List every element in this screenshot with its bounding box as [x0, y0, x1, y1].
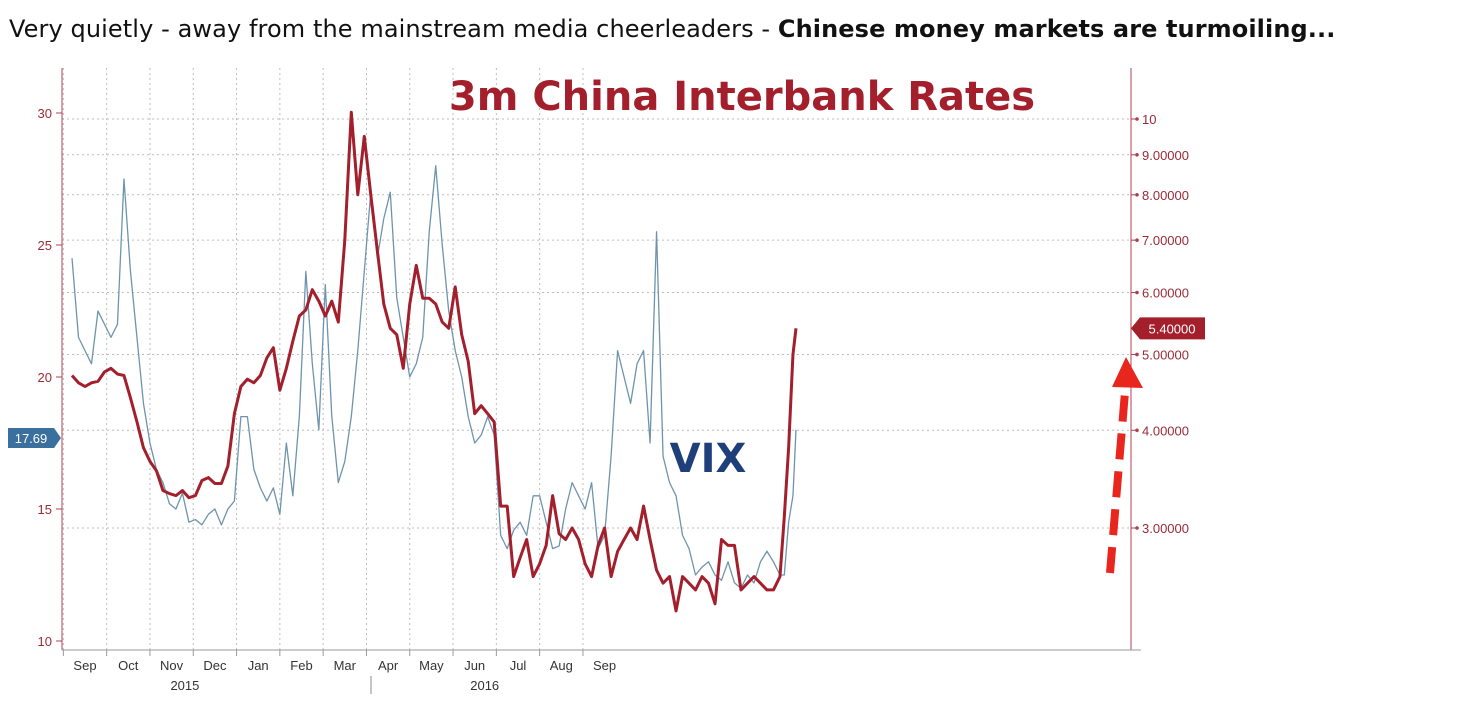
annotations: 3m China Interbank Rates VIX 17.69 5.40000 [8, 74, 1205, 574]
right-tick-label: 7.00000 [1142, 233, 1189, 248]
left-tick-label: 30 [38, 106, 52, 121]
x-tick-label: Jul [510, 658, 527, 673]
right-tick-dot [1135, 352, 1139, 357]
interbank-vix-chart: 10 15 20 25 30 10 9.00000 8.00000 7.00000 6.00000… [8, 68, 1205, 694]
right-tick-label: 3.00000 [1142, 521, 1189, 536]
x-tick-label: Mar [334, 658, 357, 673]
series [70, 110, 798, 613]
x-tick-label: Dec [203, 658, 227, 673]
right-tick-dot [1135, 290, 1139, 295]
china-last-value: 5.40000 [1149, 321, 1196, 336]
x-tick-label: Nov [160, 658, 184, 673]
vix-last-badge [8, 427, 61, 448]
vix-annotation: VIX [670, 436, 747, 482]
left-tick-label: 15 [38, 502, 52, 517]
right-tick-label: 4.00000 [1142, 423, 1189, 438]
x-tick-label: Apr [378, 658, 399, 673]
right-tick-dot [1135, 526, 1139, 530]
ticks: 10 15 20 25 30 10 9.00000 8.00000 7.00000 6.00000… [38, 106, 1189, 694]
right-tick-dot [1135, 193, 1139, 197]
headline: Very quietly - away from the mainstream … [9, 15, 1335, 43]
x-tick-label: Feb [290, 658, 312, 673]
year-label: 2015 [170, 678, 199, 693]
right-tick-dot [1135, 238, 1139, 242]
right-tick-label: 9.00000 [1142, 148, 1189, 163]
right-tick-dot [1135, 428, 1139, 433]
left-tick-label: 10 [38, 634, 52, 649]
right-tick-dot [1135, 117, 1139, 121]
vix-line [71, 165, 797, 589]
headline-bold: Chinese money markets are turmoiling... [777, 15, 1336, 43]
arrow-shaft [1106, 391, 1129, 574]
vix-last-value: 17.69 [15, 431, 48, 446]
x-tick-label: Jan [248, 658, 269, 673]
year-label: 2016 [470, 678, 499, 693]
right-tick-label: 5.00000 [1142, 347, 1189, 362]
right-tick-label: 10 [1142, 112, 1156, 127]
x-tick-label: May [419, 658, 444, 673]
chart-title: 3m China Interbank Rates [449, 74, 1035, 120]
x-tick-label: Sep [73, 658, 96, 673]
right-tick-label: 6.00000 [1142, 286, 1189, 301]
x-tick-label: Oct [118, 658, 139, 673]
left-tick-label: 20 [38, 370, 52, 385]
x-tick-label: Aug [550, 658, 573, 673]
x-tick-label: Jun [464, 658, 485, 673]
china-last-badge [1131, 317, 1205, 340]
grid [62, 68, 1131, 650]
arrow-head [1112, 357, 1143, 388]
right-tick-label: 8.00000 [1142, 188, 1189, 203]
headline-normal: Very quietly - away from the mainstream … [9, 15, 778, 43]
x-tick-label: Sep [593, 658, 616, 673]
right-tick-dot [1135, 152, 1139, 157]
china-rate-line [70, 110, 798, 613]
left-tick-label: 25 [38, 238, 52, 253]
axes [61, 68, 1141, 651]
